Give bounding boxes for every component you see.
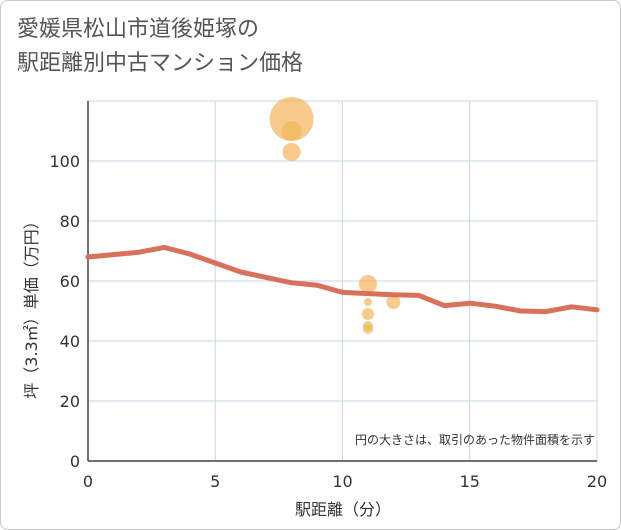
bubble-point xyxy=(358,275,377,293)
y-tick-label: 40 xyxy=(60,332,80,351)
x-tick-label: 20 xyxy=(587,472,607,491)
y-tick-label: 100 xyxy=(49,152,80,171)
average-price-line xyxy=(85,244,600,315)
grid xyxy=(88,101,598,461)
x-tick-label: 10 xyxy=(332,472,352,491)
bubble-point xyxy=(362,324,373,334)
x-tick-label: 5 xyxy=(210,472,220,491)
bubble-point xyxy=(282,143,301,161)
axes xyxy=(87,100,598,462)
x-tick-label: 15 xyxy=(460,472,480,491)
bubble-point xyxy=(281,121,302,141)
y-tick-label: 60 xyxy=(60,272,80,291)
tick-labels: 0 5 10 15 20 0 20 40 60 80 100 xyxy=(49,152,607,491)
x-tick-label: 0 xyxy=(83,472,93,491)
bubble-point xyxy=(363,298,372,306)
bubble-point xyxy=(386,295,401,309)
size-legend-note: 円の大きさは、取引のあった物件面積を示す xyxy=(355,432,595,447)
y-tick-label: 20 xyxy=(60,392,80,411)
y-tick-label: 80 xyxy=(60,212,80,231)
chart-title: 愛媛県松山市道後姫塚の 駅距離別中古マンション価格 xyxy=(17,17,304,76)
y-axis-label: 坪（3.3㎡）単価（万円） xyxy=(22,213,41,398)
bubble-series xyxy=(269,97,401,334)
x-axis-label: 駅距離（分） xyxy=(295,500,391,519)
bubble-point xyxy=(269,97,314,141)
line-series xyxy=(85,244,600,315)
bubble-point xyxy=(361,308,374,320)
y-tick-label: 0 xyxy=(70,452,80,471)
